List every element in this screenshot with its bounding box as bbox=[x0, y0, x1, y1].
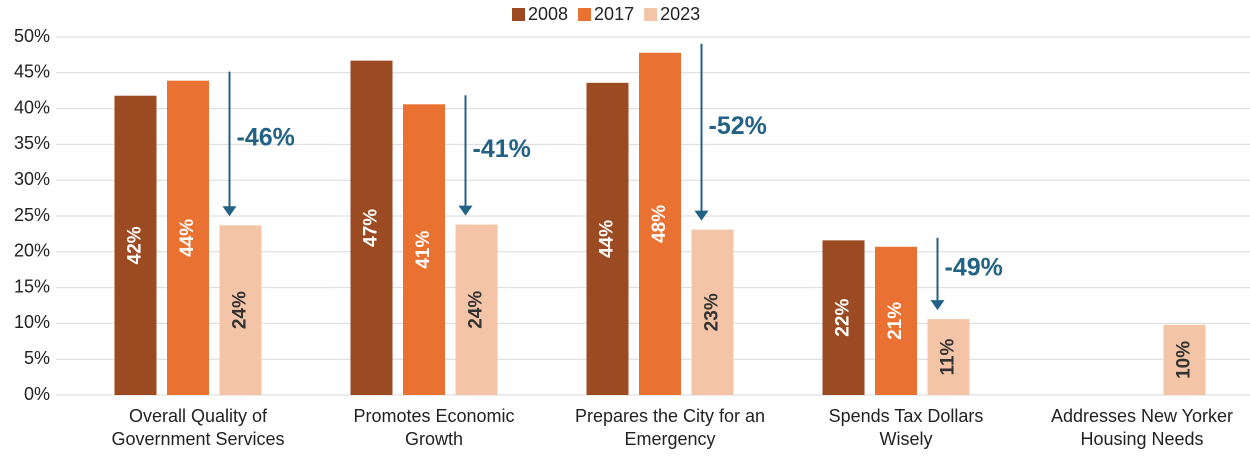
bar bbox=[927, 319, 970, 395]
bar bbox=[875, 246, 917, 395]
bar bbox=[586, 82, 629, 395]
y-tick-label: 40% bbox=[14, 97, 50, 117]
data-label: 44% bbox=[597, 220, 618, 258]
y-tick-label: 50% bbox=[14, 26, 50, 46]
arrow-head bbox=[222, 206, 237, 217]
bar bbox=[455, 224, 498, 395]
bar bbox=[822, 240, 865, 395]
y-tick-label: 45% bbox=[14, 62, 50, 82]
y-tick-label: 15% bbox=[14, 276, 50, 296]
legend-label: 2023 bbox=[660, 4, 700, 24]
annotation: -41% bbox=[473, 135, 531, 163]
legend-label: 2017 bbox=[594, 4, 634, 24]
y-tick-label: 30% bbox=[14, 169, 50, 189]
legend-swatch bbox=[512, 8, 525, 21]
y-tick-label: 25% bbox=[14, 205, 50, 225]
y-tick-label: 5% bbox=[24, 348, 50, 368]
x-tick-label: Promotes Economic Growth bbox=[353, 406, 515, 449]
y-tick-label: 10% bbox=[14, 312, 50, 332]
legend: 2008 2017 2023 bbox=[512, 4, 700, 24]
data-label: 22% bbox=[833, 299, 854, 337]
bar bbox=[403, 104, 445, 395]
x-tick-label: Addresses New Yorker Housing Needs bbox=[1050, 406, 1234, 449]
y-tick-label: 0% bbox=[24, 384, 50, 404]
data-label: 47% bbox=[361, 209, 382, 247]
data-label: 41% bbox=[413, 231, 434, 269]
arrow-head bbox=[458, 205, 473, 216]
y-tick-label: 20% bbox=[14, 241, 50, 261]
legend-swatch bbox=[644, 8, 658, 21]
x-tick-label: Prepares the City for an Emergency bbox=[574, 406, 766, 449]
bar bbox=[639, 52, 681, 395]
bar bbox=[350, 60, 393, 396]
annotation: -52% bbox=[709, 112, 767, 140]
data-label: 44% bbox=[177, 219, 198, 257]
bar bbox=[219, 225, 262, 395]
annotation: -46% bbox=[237, 124, 295, 152]
x-tick-label: Spends Tax Dollars Wisely bbox=[828, 406, 984, 449]
data-label: 11% bbox=[938, 338, 959, 375]
data-label: 10% bbox=[1174, 341, 1195, 379]
bar bbox=[167, 80, 209, 396]
bar bbox=[1163, 324, 1206, 395]
data-label: 21% bbox=[885, 302, 906, 340]
legend-label: 2008 bbox=[528, 4, 568, 24]
bar bbox=[114, 95, 157, 395]
arrow-head bbox=[930, 300, 945, 311]
arrow-head bbox=[694, 210, 709, 221]
bar bbox=[691, 229, 734, 395]
x-tick-label: Overall Quality of Government Services bbox=[111, 406, 285, 449]
data-label: 48% bbox=[649, 205, 670, 243]
data-label: 24% bbox=[230, 291, 251, 329]
data-label: 24% bbox=[466, 291, 487, 329]
y-tick-label: 35% bbox=[14, 133, 50, 153]
legend-swatch bbox=[578, 8, 592, 21]
data-label: 42% bbox=[125, 226, 146, 264]
annotation: -49% bbox=[945, 254, 1003, 282]
data-label: 23% bbox=[702, 293, 723, 331]
